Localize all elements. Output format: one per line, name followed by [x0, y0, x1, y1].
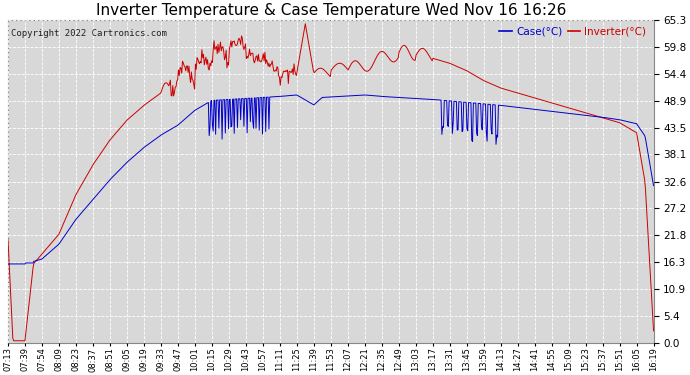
Text: Copyright 2022 Cartronics.com: Copyright 2022 Cartronics.com [11, 29, 167, 38]
Legend: Case(°C), Inverter(°C): Case(°C), Inverter(°C) [497, 25, 649, 39]
Title: Inverter Temperature & Case Temperature Wed Nov 16 16:26: Inverter Temperature & Case Temperature … [96, 3, 566, 18]
